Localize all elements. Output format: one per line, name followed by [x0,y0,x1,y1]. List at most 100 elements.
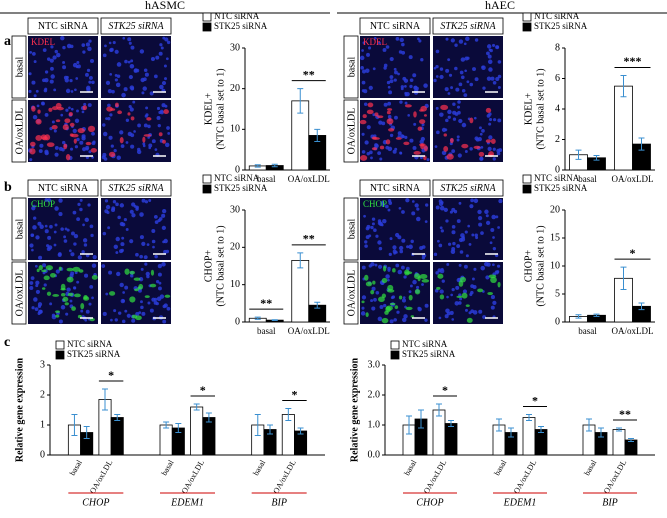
nucleus [83,273,89,278]
nucleus [433,78,437,83]
nucleus [88,302,92,306]
stained-cell [487,291,493,296]
nucleus [85,42,91,47]
nucleus [415,285,420,290]
x-tick-label: basal [160,458,176,477]
legend-swatch [390,350,400,360]
nucleus [55,269,60,274]
nucleus [129,107,134,112]
nucleus [108,270,113,275]
stained-cell [485,107,492,113]
nucleus [79,198,83,202]
stained-cell [371,136,377,140]
nucleus [101,264,106,268]
nucleus [66,228,70,232]
stained-cell [423,114,427,117]
y-axis-label: Relative gene expression [349,357,360,462]
stained-cell [488,274,497,279]
stained-cell [469,117,474,124]
y-tick-label: 10 [550,260,560,271]
nucleus [397,131,402,136]
nucleus [492,236,495,239]
nucleus [139,49,145,54]
legend-label: STK25 siRNA [402,349,456,359]
nucleus [435,106,439,110]
legend-swatch [55,340,65,350]
column-header: NTC siRNA [38,183,89,194]
nucleus [402,76,407,81]
column-title: hASMC [145,0,185,12]
stained-cell [379,145,385,150]
nucleus [457,153,462,158]
y-tick-label: 1 [40,419,45,430]
stained-cell [459,276,467,283]
stained-cell [378,296,385,303]
nucleus [111,89,115,94]
nucleus [474,233,478,237]
nucleus [380,202,385,207]
error-bar [628,438,634,442]
nucleus [393,78,397,82]
nucleus [50,66,54,71]
nucleus [66,287,71,292]
nucleus [361,49,364,52]
nucleus [71,231,75,236]
stained-cell [394,305,399,310]
nucleus [458,82,463,87]
nucleus [120,144,125,148]
nucleus [145,271,150,277]
nucleus [33,216,37,220]
nucleus [479,132,483,136]
stained-cell [408,294,413,301]
error-bar [314,128,321,143]
nucleus [435,75,439,78]
legend-label: NTC siRNA [534,11,580,21]
error-bar [297,252,304,269]
nucleus [375,291,380,295]
x-tick-label: basal [578,326,597,336]
stained-cell [413,151,421,155]
nucleus [407,114,410,117]
legend-label: NTC siRNA [534,173,580,183]
stained-cell [370,290,375,295]
nucleus [373,297,377,302]
nucleus [125,141,129,144]
legend-label: STK25 siRNA [534,183,588,193]
nucleus [54,145,59,150]
stained-cell [78,269,84,273]
nucleus [364,240,368,244]
stained-cell [87,125,96,133]
significance-label: * [630,246,636,260]
nucleus [364,244,368,248]
nucleus [470,198,474,203]
nucleus [35,235,40,240]
y-axis-note: (NTC basal set to 1) [215,225,226,306]
error-bar [620,266,627,291]
nucleus [359,55,365,61]
nucleus [121,92,126,98]
nucleus [457,100,461,104]
y-tick-label: 15 [550,232,560,243]
bar [624,439,638,456]
nucleus [32,204,36,208]
y-tick-label: 1.0 [368,419,381,430]
stained-cell [37,109,41,114]
nucleus [439,226,443,230]
nucleus [44,70,49,74]
stained-cell [41,287,46,290]
nucleus [166,306,171,311]
nucleus [383,102,388,107]
nucleus [364,140,369,145]
nucleus [165,57,169,61]
significance-label: ** [619,407,631,421]
nucleus [496,151,501,156]
stained-cell [62,124,69,131]
significance-label: * [532,393,538,407]
nucleus [75,65,79,69]
nucleus [163,303,168,308]
nucleus [123,218,127,222]
nucleus [451,247,456,251]
nucleus [367,46,372,50]
nucleus [140,305,144,310]
y-tick-label: 10 [230,124,240,135]
